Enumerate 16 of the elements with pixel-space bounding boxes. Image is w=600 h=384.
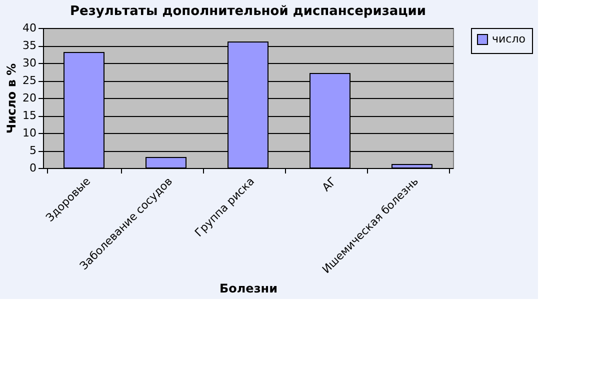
bar	[392, 164, 432, 168]
y-tick-label: 40	[22, 22, 36, 34]
x-axis-title: Болезни	[220, 281, 278, 296]
y-tick-label: 0	[30, 162, 36, 174]
x-tick-label: АГ	[320, 174, 340, 194]
y-tick-label: 25	[22, 74, 36, 87]
y-axis-title: Число в %	[4, 63, 19, 134]
y-tick-label: 35	[22, 39, 36, 52]
y-tick-label: 30	[22, 56, 36, 70]
y-tick-label: 5	[30, 144, 36, 157]
y-tick-label: 10	[22, 126, 36, 140]
legend-label: число	[492, 32, 526, 46]
chart-title: Результаты дополнительной диспансеризации	[70, 4, 426, 19]
bar	[146, 157, 186, 168]
y-tick-label: 15	[22, 109, 36, 122]
y-tick-label: 20	[22, 92, 36, 104]
